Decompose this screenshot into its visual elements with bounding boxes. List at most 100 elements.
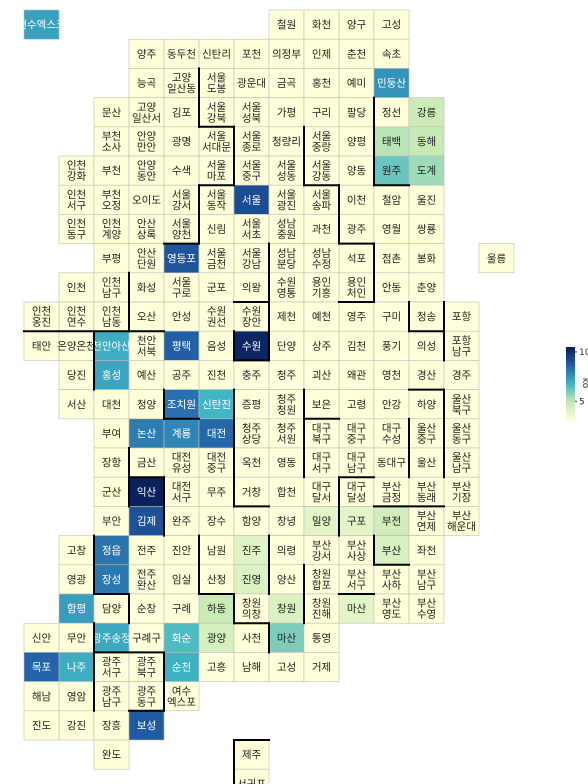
tile-label: 장흥 [102,719,122,732]
tile: 가평 [268,97,305,128]
tile-fill [303,418,340,449]
tile-fill [268,564,305,595]
tile: 청주 청원 [268,389,305,420]
tile-fill [373,447,410,478]
tile-label: 함평 [67,603,86,615]
tile: 안산 단원 [128,243,165,274]
tile-label: 서울 동작 [207,189,227,212]
tile-label: 인천 옹진 [32,306,51,329]
tile: 서울 마포 [198,155,235,186]
tile-label: 청송 [417,311,437,323]
tile-label: 밀양 [312,516,332,528]
tile-fill [128,652,165,682]
tile: 쌍룡 [408,214,445,244]
tile-label: 서울 강남 [242,247,262,270]
tile-label: 석포 [347,253,367,265]
tile-fill [303,97,340,128]
tile: 경산 [408,360,445,390]
tile-label: 좌천 [417,545,436,557]
tile-fill [443,330,480,361]
tile-fill [93,330,130,361]
tile: 부산 남구 [408,564,445,595]
tile-label: 용인 기흥 [312,277,332,300]
tile: 양동 [338,155,375,186]
legend-tick-label: 5 [579,397,585,407]
tile: 김포 [163,97,200,128]
tile-label: 창원 의창 [242,598,262,621]
tile-fill [233,272,270,303]
tile: 강릉 [408,97,445,128]
tile-label: 청주 청원 [277,393,297,416]
tile-label: 대전 서구 [172,481,192,504]
tile-fill [93,447,130,478]
tile-label: 진천 [207,370,226,382]
tile: 제천 [268,301,305,332]
tile-label: 양주 [137,48,157,60]
tile: 밀양 [303,506,340,536]
tile: 속초 [373,38,410,69]
tile-label: 울산 [417,457,437,469]
tile: 울산 중구 [408,418,445,449]
tile-fill [338,389,375,420]
tile: 산청 [198,564,235,595]
tile: 화성 [128,272,165,303]
tile: 신림 [198,214,235,244]
tile: 서울 강남 [233,243,270,274]
tile-label: 포천 [242,48,261,60]
tile-fill [23,330,60,361]
tile: 군포 [198,272,235,303]
tile-fill [58,710,95,741]
tile-fill [408,476,445,507]
tile-fill [303,155,340,186]
tile: 무주 [198,476,235,507]
tile-label: 부평 [102,253,121,265]
tile-label: 안산 단원 [137,247,157,270]
tile-label: 영암 [67,691,87,703]
tile-label: 의정부 [272,48,301,60]
tile: 안강 [373,389,410,420]
tile-fill [128,214,165,244]
tile: 서울 강서 [163,184,200,215]
tile: 광양 [198,622,235,653]
region-borders [23,67,445,784]
tile-fill [338,68,375,98]
tile-label: 경주 [452,369,472,382]
tile-label: 금곡 [277,78,297,90]
tile: 괴산 [303,360,340,390]
tile-fill [198,155,235,186]
tile: 금산 [128,447,165,478]
tile: 서울 서초 [233,214,270,244]
tile: 금곡 [268,68,305,98]
tile-label: 영광 [67,574,87,586]
tile-fill [93,593,130,624]
tile-fill [198,535,235,566]
tile-label: 속초 [382,48,402,60]
tile-label: 괴산 [312,370,332,382]
tile-label: 홍성 [102,369,121,382]
tile-label: 서울 종로 [242,131,262,154]
tile-fill [93,184,130,215]
tile: 홍천 [303,68,340,98]
tile-label: 서산 [67,399,87,411]
tile: 대구 남구 [338,447,375,478]
tile: 공주 [163,360,200,390]
tile: 부산 강서 [303,535,340,566]
tile-label: 서울 금천 [207,247,227,270]
tile-label: 양산 [277,574,297,586]
tile-fill [338,476,375,507]
tile: 대구 중구 [338,418,375,449]
tile: 부산 서구 [338,564,375,595]
tile-label: 광주 [347,224,367,236]
legend-title: ko [580,378,588,389]
tile-fill [373,184,410,215]
tile-label: 영동 [277,457,297,469]
tile: 대구 달서 [303,476,340,507]
tile: 장흥 [93,710,130,741]
legend-colorbar [566,347,575,421]
tile-fill [128,476,165,507]
tile-label: 부안 [102,516,122,528]
tile: 고성 [373,9,410,40]
tile-label: 완도 [102,748,122,761]
tile-label: 순천 [172,662,191,674]
tile: 고흥 [198,652,235,682]
